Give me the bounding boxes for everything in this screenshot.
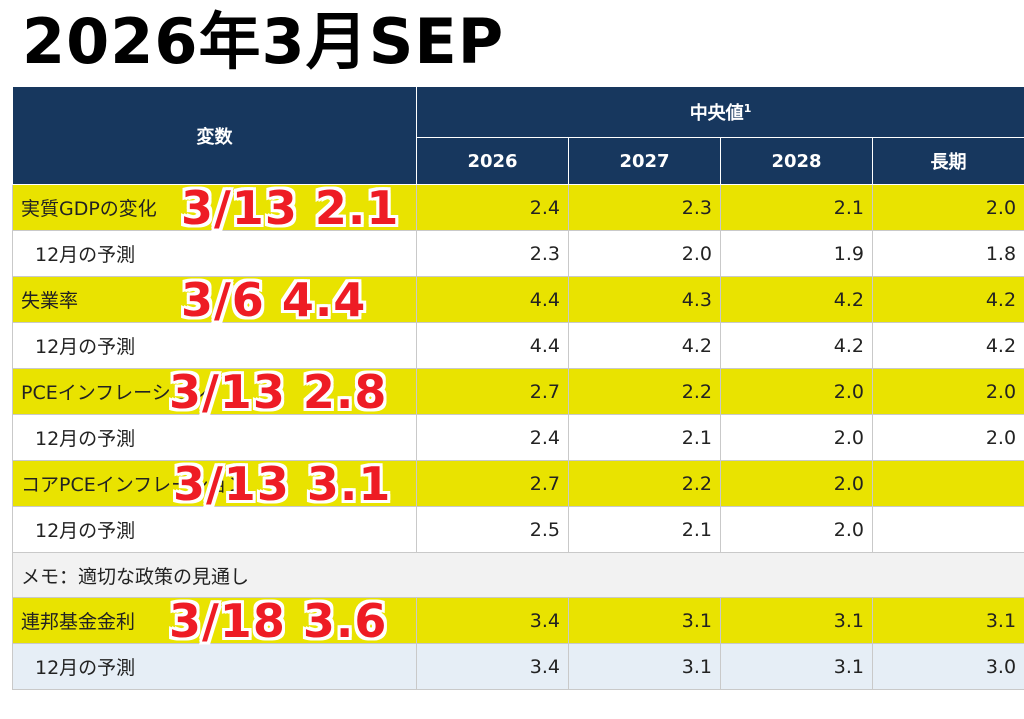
variable-header: 変数	[12, 86, 417, 185]
cell-value: 2.1	[568, 414, 721, 461]
row-label: 実質GDPの変化	[21, 198, 157, 220]
sep-table: 変数 中央値1 2026 2027 2028 長期 実質GDPの変化 3/13 2…	[11, 86, 1024, 690]
cell-value: 2.0	[568, 230, 721, 277]
cell-value: 4.2	[871, 276, 1024, 323]
table-row-memo: メモ：適切な政策の見通し	[11, 552, 1024, 598]
cell-value: 2.5	[416, 506, 569, 553]
table-row-pce-december: 12月の予測 2.4 2.1 2.0 2.0	[12, 414, 1024, 461]
cell-value: 3.1	[568, 643, 721, 690]
memo-label: メモ：適切な政策の見通し	[11, 552, 1024, 598]
row-label: 連邦基金金利	[21, 611, 136, 633]
cell-value: 4.4	[416, 322, 569, 369]
cell-value: 4.2	[720, 322, 873, 369]
cell-value: 2.0	[871, 368, 1024, 415]
year-header-2026: 2026	[416, 137, 569, 185]
cell-value: 4.3	[568, 276, 721, 323]
cell-value: 4.2	[871, 322, 1024, 369]
cell-value: 4.4	[416, 276, 569, 323]
table-row-gdp-december: 12月の予測 2.3 2.0 1.9 1.8	[12, 230, 1024, 277]
cell-value: 4.2	[720, 276, 873, 323]
cell-value: 2.2	[568, 368, 721, 415]
annotation: 3/6 4.4	[181, 272, 367, 327]
row-label: PCEインフレーション	[21, 382, 209, 404]
cell-value: 2.7	[416, 460, 569, 507]
cell-value: 2.7	[416, 368, 569, 415]
cell-value: 2.0	[720, 460, 873, 507]
cell-value: 2.4	[416, 184, 569, 231]
row-label: 12月の予測	[12, 643, 417, 690]
page-title: 2026年3月SEP	[22, 5, 505, 78]
annotation: 3/13 2.8	[169, 364, 388, 419]
cell-value: 3.4	[416, 643, 569, 690]
cell-value: 2.3	[568, 184, 721, 231]
cell-value: 3.1	[568, 597, 721, 644]
table-row-unemployment: 失業率 3/6 4.4 4.4 4.3 4.2 4.2	[12, 273, 1024, 327]
cell-value: 3.1	[720, 643, 873, 690]
table-row-pce: PCEインフレーション 3/13 2.8 2.7 2.2 2.0 2.0	[12, 365, 1024, 419]
cell-value	[871, 460, 1024, 507]
cell-value: 2.4	[416, 414, 569, 461]
cell-value: 2.3	[416, 230, 569, 277]
row-label: コアPCEインフレーション	[21, 474, 247, 496]
cell-value: 2.0	[871, 184, 1024, 231]
annotation: 3/13 3.1	[173, 456, 392, 511]
year-header-longrun: 長期	[871, 137, 1024, 185]
year-header-2027: 2027	[568, 137, 721, 185]
cell-value: 3.1	[871, 597, 1024, 644]
cell-value: 2.1	[568, 506, 721, 553]
table-row-core-pce-december: 12月の予測 2.5 2.1 2.0	[12, 506, 1024, 553]
table-row-fed-funds-december: 12月の予測 3.4 3.1 3.1 3.0	[12, 643, 1024, 690]
cell-value: 2.0	[720, 414, 873, 461]
median-header: 中央値1	[415, 86, 1024, 138]
cell-value: 4.2	[568, 322, 721, 369]
row-label: 12月の予測	[12, 230, 417, 277]
cell-value: 2.2	[568, 460, 721, 507]
annotation: 3/13 2.1	[181, 180, 400, 235]
cell-value: 3.4	[416, 597, 569, 644]
cell-value: 2.0	[720, 506, 873, 553]
row-label: 12月の予測	[12, 322, 417, 369]
cell-value: 1.8	[871, 230, 1024, 277]
cell-value: 2.0	[720, 368, 873, 415]
cell-value: 3.0	[871, 643, 1024, 690]
table-row-core-pce: コアPCEインフレーション 3/13 3.1 2.7 2.2 2.0	[12, 457, 1024, 511]
cell-value: 3.1	[720, 597, 873, 644]
table-row-gdp: 実質GDPの変化 3/13 2.1 2.4 2.3 2.1 2.0	[12, 181, 1024, 235]
table-row-fed-funds: 連邦基金金利 3/18 3.6 3.4 3.1 3.1 3.1	[12, 594, 1024, 648]
cell-value: 2.0	[871, 414, 1024, 461]
row-label: 失業率	[21, 290, 79, 312]
annotation: 3/18 3.6	[169, 593, 388, 648]
cell-value: 1.9	[720, 230, 873, 277]
cell-value	[871, 506, 1024, 553]
year-header-2028: 2028	[720, 137, 873, 185]
cell-value: 2.1	[720, 184, 873, 231]
row-label: 12月の予測	[12, 414, 417, 461]
row-label: 12月の予測	[12, 506, 417, 553]
table-row-unemployment-december: 12月の予測 4.4 4.2 4.2 4.2	[12, 322, 1024, 369]
